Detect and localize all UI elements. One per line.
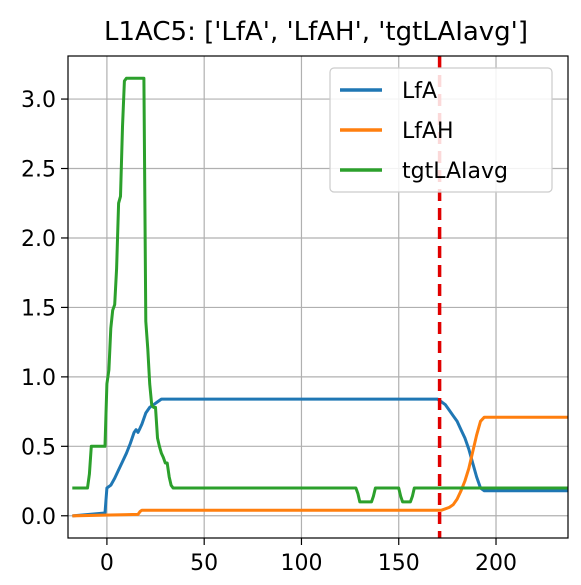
legend: LfA LfAH tgtLAIavg	[329, 67, 553, 193]
y-tick-label: 0.0	[21, 505, 56, 530]
chart-title: L1AC5: ['LfA', 'LfAH', 'tgtLAIavg']	[104, 17, 528, 47]
legend-label-lfa: LfA	[402, 79, 437, 104]
y-tick-label: 1.5	[21, 296, 56, 321]
x-tick-label: 100	[280, 551, 322, 576]
x-tick-label: 200	[475, 551, 517, 576]
axes: 0 50 100 150 200 0.0 0.5 1.0 1.5 2.0 2.5 3.0	[21, 55, 569, 576]
y-tick-label: 2.0	[21, 227, 56, 252]
series-line-lfah	[72, 415, 568, 518]
grid	[68, 56, 568, 538]
y-tick-label: 3.0	[21, 88, 56, 113]
series-line-tgtlaiavg	[72, 76, 568, 504]
legend-box	[329, 67, 553, 193]
y-tick-label: 2.5	[21, 158, 56, 183]
plot-area	[72, 56, 568, 538]
x-tick-label: 150	[378, 551, 420, 576]
series-line-lfa	[72, 397, 568, 518]
legend-label-lfah: LfAH	[402, 119, 454, 144]
legend-label-tgtlaiavg: tgtLAIavg	[402, 159, 508, 184]
y-tick-label: 0.5	[21, 435, 56, 460]
x-tick-label: 50	[190, 551, 218, 576]
y-tick-label: 1.0	[21, 366, 56, 391]
axes-frame	[67, 55, 569, 539]
x-tick-label: 0	[100, 551, 114, 576]
